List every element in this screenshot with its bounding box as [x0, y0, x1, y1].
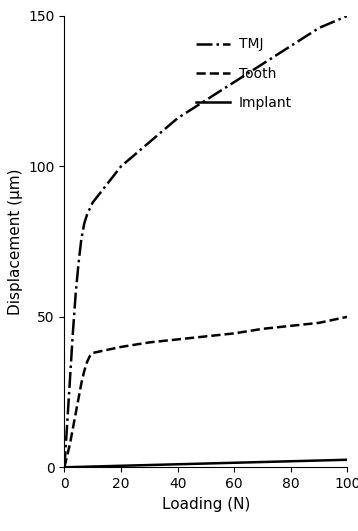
TMJ	[289, 43, 293, 49]
TMJ	[71, 329, 75, 335]
TMJ	[232, 79, 236, 85]
TMJ	[62, 464, 67, 470]
Tooth	[71, 425, 75, 431]
TMJ	[82, 220, 86, 227]
Tooth	[232, 330, 236, 337]
Tooth	[260, 326, 265, 332]
Tooth	[91, 350, 95, 356]
Line: Tooth: Tooth	[64, 317, 347, 467]
Tooth	[82, 368, 86, 374]
TMJ	[85, 211, 89, 218]
Tooth	[79, 380, 83, 386]
TMJ	[79, 235, 83, 242]
Tooth	[317, 320, 321, 326]
TMJ	[345, 13, 349, 19]
Legend: TMJ, Tooth, Implant: TMJ, Tooth, Implant	[190, 32, 297, 116]
Tooth	[68, 440, 72, 447]
Tooth	[76, 395, 81, 401]
Tooth	[345, 314, 349, 320]
TMJ	[76, 260, 81, 266]
TMJ	[204, 97, 208, 104]
X-axis label: Loading (N): Loading (N)	[162, 496, 250, 511]
TMJ	[260, 61, 265, 67]
TMJ	[91, 199, 95, 205]
TMJ	[175, 115, 180, 122]
Tooth	[65, 452, 69, 458]
TMJ	[317, 25, 321, 31]
TMJ	[74, 289, 78, 296]
Y-axis label: Displacement (μm): Displacement (μm)	[8, 168, 23, 315]
TMJ	[65, 419, 69, 425]
Tooth	[175, 336, 180, 342]
Tooth	[85, 359, 89, 365]
TMJ	[88, 205, 92, 212]
Line: TMJ: TMJ	[64, 16, 347, 467]
Tooth	[88, 353, 92, 359]
TMJ	[68, 374, 72, 380]
Tooth	[74, 410, 78, 416]
Tooth	[289, 323, 293, 329]
TMJ	[147, 139, 151, 145]
Tooth	[62, 464, 67, 470]
Tooth	[147, 339, 151, 346]
Tooth	[119, 344, 123, 350]
Tooth	[204, 333, 208, 340]
TMJ	[119, 163, 123, 169]
